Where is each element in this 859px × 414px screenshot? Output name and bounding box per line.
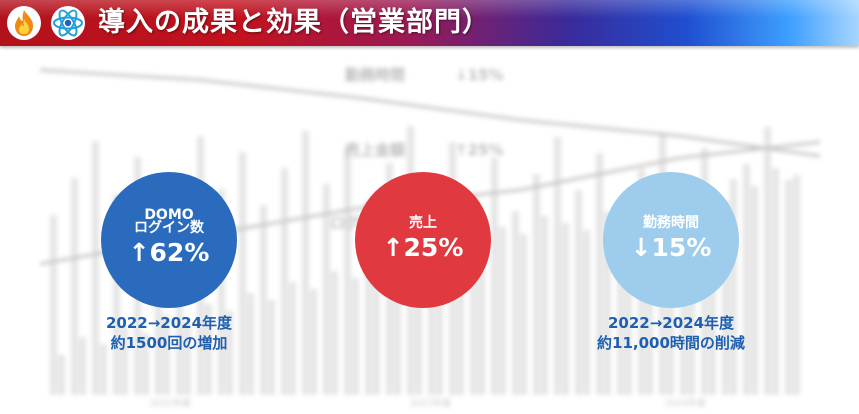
caption-domo-logins: 2022→2024年度 約1500回の増加	[84, 313, 254, 353]
background-bar	[533, 174, 540, 395]
background-bar	[184, 322, 191, 395]
bg-label-hours: 勤務時間	[345, 66, 405, 84]
background-bar	[604, 212, 611, 395]
background-bar	[470, 195, 477, 395]
metric-value: ↑62%	[128, 238, 210, 267]
background-bar	[554, 137, 561, 395]
background-bar	[71, 178, 78, 395]
background-bar	[289, 282, 296, 395]
caption-period: 2022→2024年度	[607, 314, 735, 332]
background-bar	[226, 311, 233, 395]
background-bar	[730, 179, 737, 395]
metric-circle-sales: 売上 ↑25%	[355, 172, 491, 308]
background-bar	[92, 141, 99, 395]
background-bar	[218, 189, 225, 395]
background-chart: 勤務時間 ↓15% 売上金額 ↑25% ログイン数 2022年度 2023年度 …	[39, 66, 821, 409]
background-bar	[743, 164, 750, 395]
background-bar	[596, 153, 603, 395]
background-bar	[722, 201, 729, 395]
background-bar	[512, 211, 519, 395]
bg-label-sales: 売上金額	[345, 141, 405, 159]
bg-axis-2022: 2022年度	[150, 397, 191, 409]
caption-detail: 約11,000時間の削減	[597, 334, 745, 352]
background-bar	[58, 355, 65, 395]
background-bar	[436, 256, 443, 395]
bg-axis-2024: 2024年度	[665, 397, 706, 409]
bg-label-hours-value: ↓15%	[455, 66, 503, 84]
metric-value: ↑25%	[382, 232, 464, 262]
background-bar	[499, 227, 506, 395]
background-bar	[310, 289, 317, 395]
background-bar	[415, 249, 422, 395]
background-bar	[751, 186, 758, 395]
background-bar	[365, 200, 372, 395]
background-bar	[583, 230, 590, 395]
background-bar	[113, 194, 120, 395]
caption-period: 2022→2024年度	[105, 314, 233, 332]
background-bar	[268, 300, 275, 395]
background-bar	[260, 205, 267, 395]
bg-axis-2023: 2023年度	[410, 397, 451, 409]
fire-icon	[6, 5, 42, 41]
metric-label: DOMO	[144, 207, 194, 223]
metric-circle-work-hours: 勤務時間 ↓15%	[603, 172, 739, 308]
background-bar	[394, 267, 401, 395]
background-bar	[239, 152, 246, 395]
background-bar	[562, 223, 569, 395]
background-bar	[478, 245, 485, 395]
background-bar	[344, 147, 351, 395]
metric-label: ログイン数	[134, 220, 204, 236]
background-bar	[520, 234, 527, 395]
background-bar	[575, 190, 582, 395]
background-bar	[205, 304, 212, 395]
background-bar	[352, 278, 359, 395]
background-bar	[491, 158, 498, 395]
header-bar: 導入の成果と効果（営業部門）	[0, 0, 859, 46]
background-bar	[121, 326, 128, 395]
metric-value: ↓15%	[630, 232, 712, 262]
background-bar	[457, 238, 464, 395]
background-bar	[79, 337, 86, 395]
background-bar	[617, 206, 624, 395]
background-bar	[785, 180, 792, 395]
background-bar	[625, 219, 632, 395]
background-bar	[142, 333, 149, 395]
background-bar	[793, 175, 800, 395]
background-bar	[541, 216, 548, 395]
bg-label-sales-value: ↑25%	[455, 141, 503, 159]
metric-label: 売上	[409, 214, 437, 231]
caption-detail: 約1500回の増加	[110, 334, 228, 352]
background-bar	[373, 260, 380, 395]
atom-icon	[50, 5, 86, 41]
metric-label: 勤務時間	[643, 214, 699, 231]
background-bar	[764, 127, 771, 395]
page-title: 導入の成果と効果（営業部門）	[98, 7, 490, 38]
background-bar	[323, 184, 330, 395]
background-bar	[281, 168, 288, 395]
background-bar	[163, 315, 170, 395]
metric-circle-domo-logins: DOMO ログイン数 ↑62%	[101, 172, 237, 308]
background-bar	[772, 168, 779, 395]
background-bar	[50, 215, 57, 395]
background-bar	[247, 293, 254, 395]
background-bar	[331, 271, 338, 395]
caption-work-hours: 2022→2024年度 約11,000時間の削減	[566, 313, 776, 353]
background-bar	[302, 131, 309, 395]
background-bar	[100, 344, 107, 395]
background-bar	[709, 197, 716, 395]
